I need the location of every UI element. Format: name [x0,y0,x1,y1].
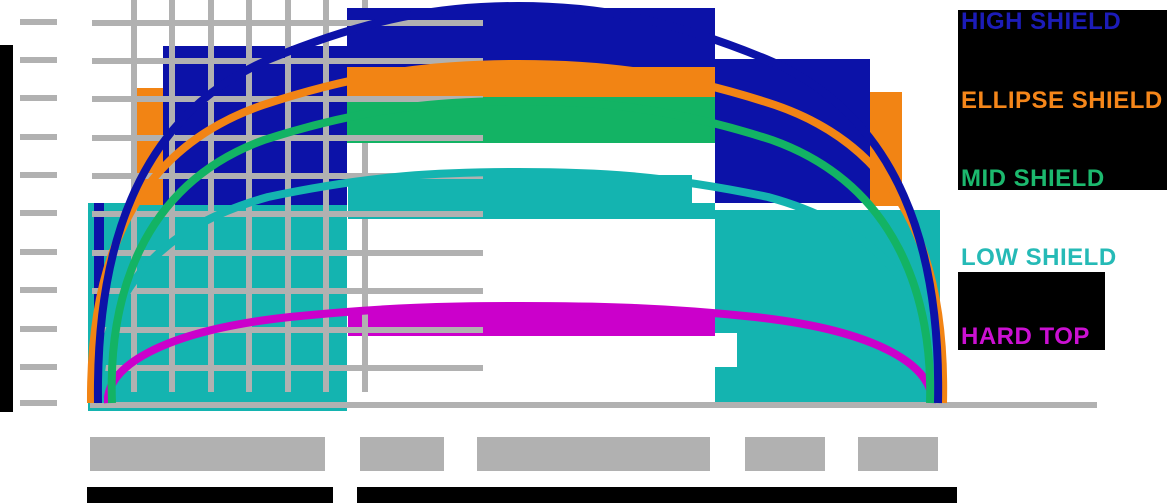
y-axis-title-redacted [0,45,13,412]
y-tick-dash-5 [20,210,57,216]
h-gridline-9 [92,365,483,371]
x-tick-label-redacted-1 [360,437,444,471]
legend-label-ellipse-shield: ELLIPSE SHIELD [961,87,1163,114]
h-gridline-0 [92,20,483,26]
legend-black-panel-bottom [958,272,1105,350]
low-shield-right-block [715,210,940,402]
y-tick-dash-4 [20,172,57,178]
y-tick-dash-baseline [20,400,57,406]
high-shield-right-block [715,59,870,203]
legend-label-mid-shield: MID SHIELD [961,165,1105,192]
low-shield-band-step [692,203,715,219]
h-gridline-6 [92,250,483,256]
y-tick-dash-6 [20,249,57,255]
h-gridline-4 [92,173,483,179]
h-gridline-2 [92,96,483,102]
x-axis-title-redacted-0 [87,487,333,503]
x-tick-label-redacted-4 [858,437,938,471]
y-tick-dash-2 [20,95,57,101]
high-shield-left-block [163,46,347,205]
y-tick-dash-0 [20,19,57,25]
legend-label-high-shield: HIGH SHIELD [961,8,1122,35]
y-tick-dash-1 [20,57,57,63]
h-gridline-3 [92,135,483,141]
ellipse-left-strip [136,88,163,205]
x-tick-label-redacted-0 [90,437,325,471]
y-tick-dash-3 [20,134,57,140]
legend-label-hard-top: HARD TOP [961,323,1090,350]
legend-label-low-shield: LOW SHIELD [961,244,1117,271]
low-shield-left-block [88,203,347,411]
h-gridline-5 [92,211,483,217]
h-gridline-7 [92,288,483,294]
legend-black-panel-top [958,10,1167,190]
x-tick-label-redacted-3 [745,437,825,471]
ellipse-top-band [347,67,715,97]
y-tick-dash-9 [20,364,57,370]
ellipse-right-strip [870,92,902,206]
h-gridline-1 [92,58,483,64]
y-tick-dash-7 [20,287,57,293]
x-axis-baseline [90,402,1097,408]
teal-block-notch [715,333,737,367]
x-axis-title-redacted-1 [357,487,957,503]
y-tick-dash-8 [20,326,57,332]
x-tick-label-redacted-2 [477,437,710,471]
h-gridline-8 [92,327,483,333]
